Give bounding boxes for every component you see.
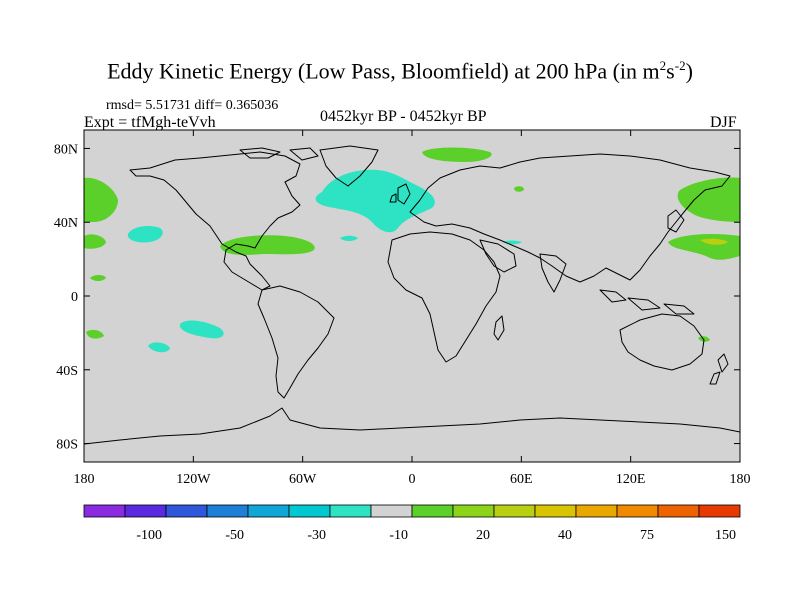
y-tick-label: 80S <box>56 438 78 453</box>
colorbar-label: -10 <box>389 528 408 543</box>
y-tick-label: 40N <box>54 216 78 231</box>
patch-gulf-of-mexico <box>220 235 315 256</box>
x-tick-label: 60E <box>510 472 533 487</box>
colorbar-swatch <box>493 504 536 518</box>
coast-india <box>539 253 567 293</box>
colorbar-label: 150 <box>715 528 736 543</box>
colorbar-swatch <box>83 504 126 518</box>
x-tick-label: 120E <box>616 472 646 487</box>
colorbar-label: 40 <box>558 528 572 543</box>
coast-arabia <box>479 239 517 273</box>
patch-south-pacific <box>179 320 224 339</box>
coast-south-america <box>257 285 335 399</box>
colorbar-swatch <box>247 504 290 518</box>
y-tick-label: 40S <box>56 364 78 379</box>
coast-eurasia <box>409 153 731 283</box>
x-axis-ticks: 180 120W 60W 0 60E 120E 180 <box>74 130 751 487</box>
coast-australia <box>619 313 705 371</box>
patch-arctic-small <box>514 186 524 192</box>
coastlines <box>84 145 740 445</box>
coast-new-zealand <box>709 353 729 385</box>
colorbar-swatch <box>698 504 741 518</box>
patch-tropical-pacific-2 <box>86 329 104 339</box>
patch-atlantic-small <box>340 235 358 241</box>
colorbar-swatch <box>575 504 618 518</box>
colorbar-swatch <box>329 504 372 518</box>
patch-north-pacific-dateline <box>677 177 740 222</box>
coast-africa <box>387 231 501 363</box>
x-tick-label: 60W <box>289 472 317 487</box>
patch-australia-east <box>698 336 710 342</box>
colorbar-label: -50 <box>225 528 244 543</box>
anomaly-layer <box>84 147 740 353</box>
colorbar: -100 -50 -30 -10 20 40 75 150 <box>83 504 741 543</box>
colorbar-swatch <box>165 504 208 518</box>
colorbar-swatch <box>657 504 700 518</box>
coast-arctic-islands <box>239 147 319 161</box>
season-label: DJF <box>710 114 737 131</box>
colorbar-swatch <box>206 504 249 518</box>
patch-north-pacific-west <box>84 177 118 222</box>
coast-indonesia <box>599 289 695 315</box>
x-tick-label: 180 <box>74 472 95 487</box>
stats-line: rmsd= 5.51731 diff= 0.365036 <box>106 98 279 113</box>
x-tick-label: 180 <box>730 472 751 487</box>
y-axis-ticks: 80N 40N 0 40S 80S <box>54 142 740 453</box>
patch-north-pacific-east <box>127 226 163 243</box>
colorbar-swatch <box>452 504 495 518</box>
period-label: 0452kyr BP - 0452kyr BP <box>320 108 487 125</box>
patch-dateline-core <box>700 238 728 245</box>
colorbar-label: -30 <box>307 528 326 543</box>
patch-north-atlantic <box>315 169 435 233</box>
colorbar-swatch <box>411 504 454 518</box>
coast-japan <box>667 209 685 233</box>
x-tick-label: 120W <box>176 472 211 487</box>
coast-greenland <box>319 145 379 187</box>
coast-madagascar <box>493 315 505 341</box>
colorbar-swatch <box>616 504 659 518</box>
patch-north-pacific-west-2 <box>84 234 106 249</box>
patch-tropical-pacific <box>90 275 106 281</box>
colorbar-swatch <box>288 504 331 518</box>
colorbar-swatch <box>370 504 413 518</box>
y-tick-label: 0 <box>71 290 78 305</box>
patch-south-pacific-2 <box>148 342 170 353</box>
coast-british-isles <box>389 183 411 205</box>
colorbar-label: 20 <box>476 528 490 543</box>
patch-arctic-north <box>422 147 492 162</box>
coast-north-america <box>129 151 301 291</box>
colorbar-swatch <box>124 504 167 518</box>
colorbar-swatch <box>534 504 577 518</box>
x-tick-label: 0 <box>409 472 416 487</box>
coast-antarctica <box>84 407 740 445</box>
experiment-label: Expt = tfMgh-teVvh <box>84 114 216 131</box>
chart-title: Eddy Kinetic Energy (Low Pass, Bloomfiel… <box>107 58 693 84</box>
colorbar-label: -100 <box>136 528 162 543</box>
y-tick-label: 80N <box>54 142 78 157</box>
colorbar-label: 75 <box>640 528 654 543</box>
map-background <box>84 130 740 462</box>
